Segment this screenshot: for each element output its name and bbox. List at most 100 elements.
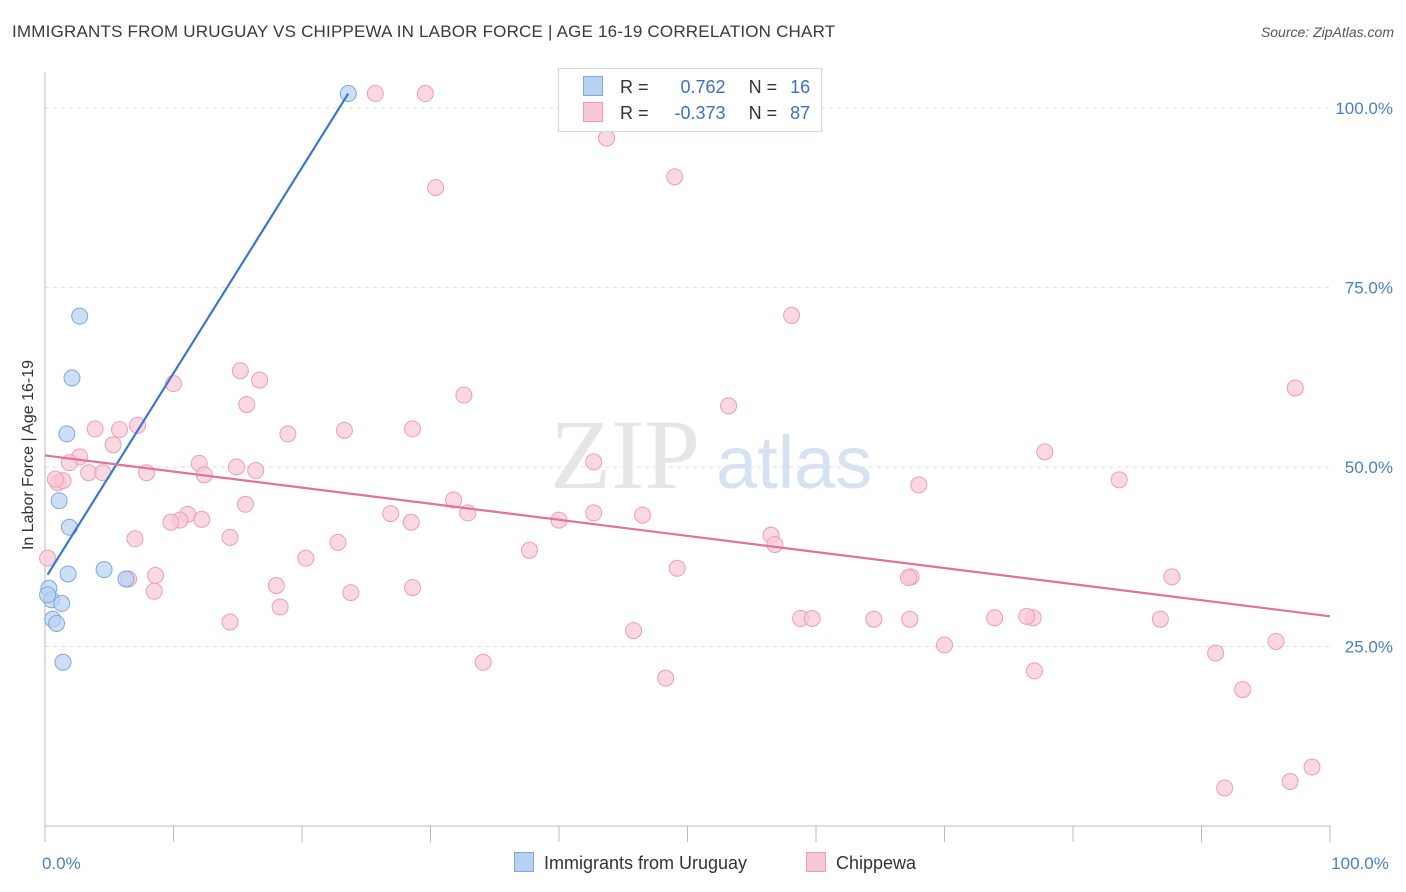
chippewa-point [329,533,347,551]
chippewa-point [238,395,256,413]
chippewa-point [236,495,254,513]
chippewa-point [1018,607,1036,625]
chippewa-point [1036,443,1054,461]
bottom-legend-uruguay: Immigrants from Uruguay [514,852,747,874]
chippewa-point [1110,471,1128,489]
chippewa-point [657,669,675,687]
chippewa-point [221,613,239,631]
chippewa-point [1286,379,1304,397]
legend-row-uruguay: R = 0.762 N = 16 [583,76,810,100]
y-axis-label: In Labor Force | Age 16-19 [20,360,37,550]
x-tick-label: 0.0% [42,854,81,873]
chippewa-point [227,458,245,476]
chippewa-point [445,491,463,509]
chippewa-point [279,425,297,443]
r-label: R = [620,77,649,97]
uruguay-point [48,614,66,632]
chart-title: IMMIGRANTS FROM URUGUAY VS CHIPPEWA IN L… [12,22,836,41]
chippewa-point [162,513,180,531]
bottom-legend-chippewa: Chippewa [806,852,916,874]
chippewa-point [585,504,603,522]
uruguay-point [60,518,78,536]
chippewa-point [1151,610,1169,628]
uruguay-point [117,570,135,588]
chippewa-point [901,610,919,628]
chippewa-point [783,306,801,324]
legend-row-chippewa: R = -0.373 N = 87 [583,102,810,126]
chippewa-point [366,85,384,103]
tick-labels: 25.0% 50.0% 75.0% 100.0% 0.0% 100.0% [42,99,1393,873]
chippewa-point [1025,662,1043,680]
y-tick-label: 75.0% [1345,278,1393,297]
chippewa-point [402,513,420,531]
chippewa-point [598,129,616,147]
r-value: -0.373 [674,103,726,123]
chippewa-trendline [44,454,1331,618]
source-credit: Source: ZipAtlas.com [1260,24,1394,40]
chippewa-point [634,506,652,524]
uruguay-point [39,586,57,604]
chippewa-point [803,609,821,627]
chippewa-point [271,598,289,616]
chippewa-swatch [806,852,826,872]
chippewa-point [80,464,98,482]
chippewa-point [936,636,953,654]
correlation-legend: R = 0.762 N = 16 R = -0.373 N = 87 [558,68,822,132]
chippewa-swatch [583,102,603,122]
uruguay-swatch [583,76,603,96]
chippewa-point [1303,758,1321,776]
uruguay-point [59,565,77,583]
chippewa-point [1216,779,1234,797]
axes [44,72,1331,842]
chippewa-point [986,609,1004,627]
legend-label: Immigrants from Uruguay [544,853,748,873]
chippewa-point [145,582,163,600]
chippewa-point [668,559,686,577]
chippewa-point [267,576,285,594]
watermark-zip: ZIP [550,399,700,510]
chippewa-point [520,541,538,559]
chippewa-point [666,168,684,186]
n-value: 87 [790,103,811,123]
chippewa-point [1234,681,1252,699]
chippewa-point [335,421,353,439]
uruguay-point [63,369,81,387]
y-tick-label: 25.0% [1345,637,1393,656]
r-value: 0.762 [680,77,726,97]
chippewa-point [427,179,445,197]
x-tick-label: 100.0% [1331,854,1389,873]
chippewa-point [111,421,129,439]
y-tick-label: 100.0% [1335,99,1393,118]
uruguay-swatch [514,852,534,872]
chippewa-point [404,579,422,597]
chippewa-point [251,371,269,389]
chippewa-point [297,549,315,567]
uruguay-point [53,594,71,612]
chippewa-points [39,85,1321,797]
n-label: N = [748,77,778,97]
y-tick-label: 50.0% [1345,458,1393,477]
chippewa-point [910,476,928,494]
watermark-atlas: atlas [716,421,872,504]
chippewa-point [1163,568,1181,586]
r-label: R = [620,103,649,123]
n-label: N = [748,103,778,123]
chippewa-point [1281,772,1299,790]
chippewa-point [1207,644,1225,662]
uruguay-point [95,561,113,579]
chippewa-point [474,653,492,671]
chippewa-point [39,549,57,567]
chippewa-point [221,528,239,546]
chippewa-point [766,536,784,554]
chippewa-point [46,470,64,488]
chippewa-point [416,85,434,103]
chippewa-point [147,566,165,584]
chippewa-point [720,397,738,415]
chippewa-point [1267,632,1285,650]
uruguay-point [71,307,89,325]
legend-label: Chippewa [836,853,917,873]
chippewa-point [247,462,265,480]
chippewa-point [129,416,147,434]
chippewa-point [404,420,422,438]
